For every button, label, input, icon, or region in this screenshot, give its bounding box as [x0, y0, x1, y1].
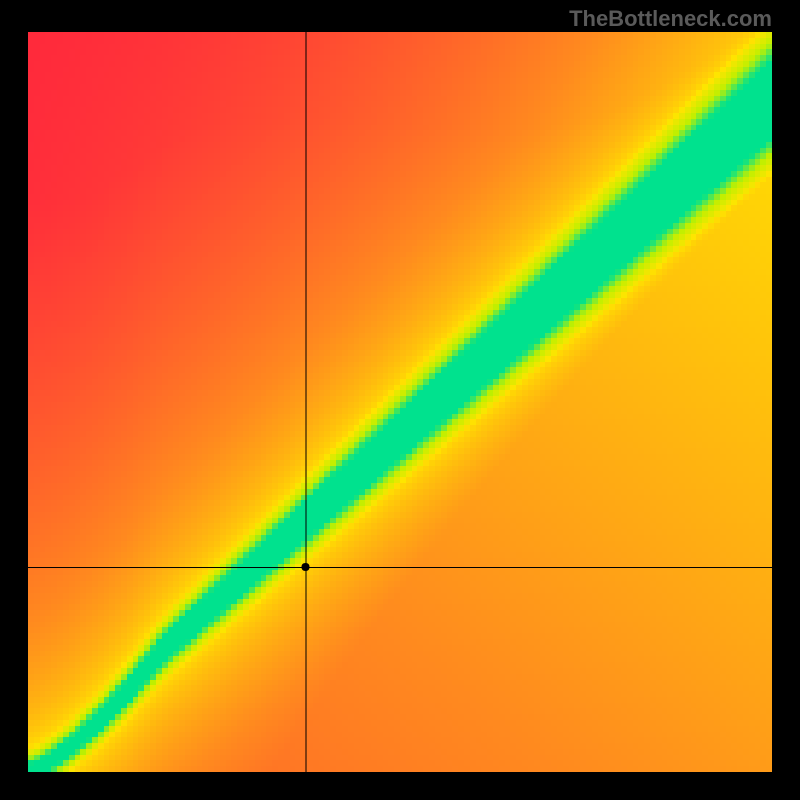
chart-container: TheBottleneck.com — [0, 0, 800, 800]
bottleneck-heatmap — [28, 32, 772, 772]
watermark-text: TheBottleneck.com — [569, 6, 772, 32]
